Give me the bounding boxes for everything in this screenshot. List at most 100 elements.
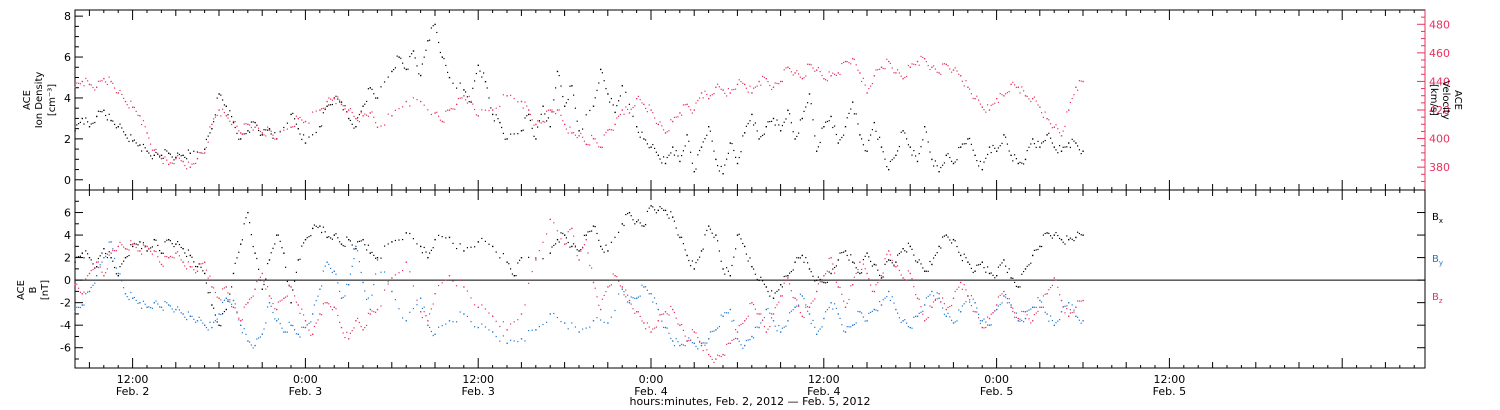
bx-point: [1032, 254, 1034, 257]
density-point: [429, 39, 431, 41]
bz-point: [891, 259, 893, 262]
velocity-point: [915, 64, 917, 66]
velocity-point: [823, 77, 825, 80]
density-point: [601, 72, 603, 74]
density-ylabel-1: ACE: [22, 90, 33, 110]
bx-point: [794, 261, 796, 263]
bz-point: [429, 313, 431, 315]
density-point: [375, 97, 377, 99]
velocity-point: [924, 57, 926, 60]
bx-point: [412, 238, 414, 240]
bx-point: [340, 243, 343, 245]
velocity-point: [526, 105, 528, 107]
density-point: [879, 136, 881, 138]
bz-point: [191, 266, 193, 268]
bz-point: [585, 238, 587, 241]
bz-point: [132, 243, 134, 245]
density-point: [969, 137, 971, 140]
bz-point: [556, 230, 558, 232]
bx-point: [735, 248, 737, 250]
velocity-point: [951, 71, 953, 73]
velocity-point: [673, 116, 675, 119]
bz-point: [499, 325, 501, 328]
bz-point: [688, 339, 690, 342]
velocity-point: [556, 109, 559, 111]
bz-point: [133, 243, 135, 245]
bz-point: [673, 311, 675, 314]
bz-point: [263, 281, 265, 283]
x-tick-time: 0:00: [984, 373, 1009, 386]
bx-point: [1026, 265, 1028, 267]
bz-point: [175, 252, 177, 254]
bz-point: [675, 317, 677, 319]
density-point: [551, 111, 553, 113]
bz-point: [594, 287, 596, 289]
by-point: [870, 311, 872, 313]
velocity-point: [1053, 126, 1055, 128]
density-point: [924, 125, 926, 128]
by-point: [990, 324, 992, 326]
bz-point: [889, 254, 891, 256]
by-point: [652, 301, 654, 303]
by-point: [250, 344, 252, 346]
density-point: [945, 154, 947, 157]
bx-point: [285, 266, 287, 268]
bz-point: [106, 268, 108, 270]
velocity-point: [562, 120, 564, 122]
density-point: [555, 87, 557, 89]
bz-point: [517, 319, 519, 321]
velocity-point: [263, 134, 265, 136]
bx-point: [76, 256, 78, 258]
bx-point: [375, 257, 377, 259]
by-point: [954, 321, 956, 323]
density-point: [670, 152, 672, 154]
by-point: [682, 344, 684, 346]
by-point: [1035, 306, 1037, 308]
velocity-point: [621, 109, 623, 111]
velocity-point: [798, 73, 800, 75]
velocity-point: [308, 122, 310, 124]
bz-point: [373, 311, 375, 313]
density-point: [846, 117, 848, 119]
bz-point: [79, 291, 81, 293]
bz-point: [583, 244, 585, 246]
by-point: [207, 329, 209, 331]
density-point: [886, 166, 888, 168]
by-point: [313, 304, 315, 306]
density-point: [263, 129, 265, 131]
bx-point: [796, 257, 798, 259]
velocity-point: [477, 115, 479, 117]
velocity-point: [130, 100, 132, 102]
density-point: [1053, 146, 1055, 148]
bx-point: [1010, 277, 1012, 279]
velocity-point: [560, 114, 562, 116]
velocity-point: [888, 60, 890, 63]
bx-point: [1051, 237, 1053, 239]
bz-point: [477, 306, 479, 308]
bx-point: [596, 232, 598, 235]
density-point: [466, 96, 468, 98]
bz-point: [430, 308, 432, 310]
velocity-point: [148, 137, 150, 139]
bx-point: [265, 278, 267, 280]
by-point: [560, 320, 562, 323]
density-point: [632, 115, 634, 117]
b-ylabel-1: ACE: [16, 280, 27, 300]
bx-point: [263, 283, 265, 286]
velocity-point: [810, 64, 812, 66]
density-point: [207, 135, 209, 137]
bx-point: [387, 243, 389, 245]
velocity-point: [1005, 93, 1007, 95]
bz-point: [882, 272, 884, 274]
velocity-tick-label: 480: [1429, 18, 1450, 31]
velocity-point: [661, 125, 663, 127]
bx-point: [1068, 238, 1070, 241]
density-point: [387, 76, 389, 78]
bz-point: [970, 304, 972, 307]
bx-point: [999, 264, 1001, 266]
bz-point: [670, 305, 672, 307]
by-point: [781, 327, 783, 329]
velocity-point: [1082, 80, 1084, 83]
velocity-point: [454, 108, 456, 110]
velocity-point: [369, 112, 371, 114]
